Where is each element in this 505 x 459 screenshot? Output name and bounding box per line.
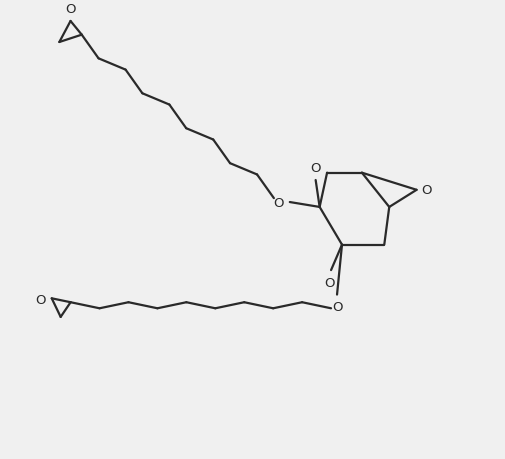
Text: O: O — [65, 3, 76, 16]
Text: O: O — [422, 184, 432, 197]
Text: O: O — [332, 301, 342, 314]
Text: O: O — [311, 162, 321, 175]
Text: O: O — [324, 276, 334, 289]
Text: O: O — [35, 293, 46, 306]
Text: O: O — [273, 196, 284, 209]
